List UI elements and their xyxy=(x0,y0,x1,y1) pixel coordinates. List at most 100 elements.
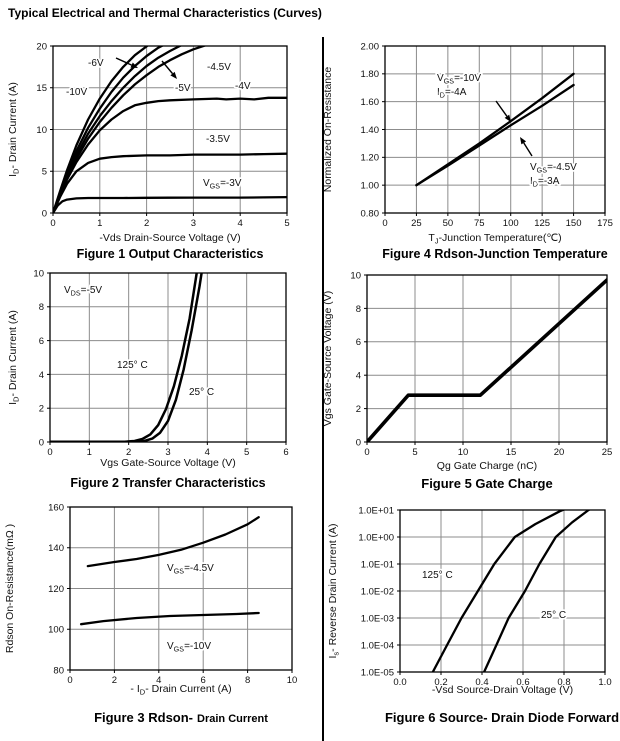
svg-text:0.8: 0.8 xyxy=(557,677,570,688)
svg-text:3: 3 xyxy=(191,218,196,229)
svg-text:10: 10 xyxy=(350,270,361,281)
svg-text:1.0E+01: 1.0E+01 xyxy=(358,505,394,516)
svg-text:4: 4 xyxy=(39,370,44,381)
svg-text:80: 80 xyxy=(53,665,64,676)
figure-2-caption: Figure 2 Transfer Characteristics xyxy=(18,476,318,490)
svg-text:160: 160 xyxy=(48,502,64,513)
figure-2-caption-text: Figure 2 Transfer Characteristics xyxy=(70,476,266,490)
svg-text:ID- Drain Current (A): ID- Drain Current (A) xyxy=(7,82,21,177)
svg-text:0: 0 xyxy=(47,447,52,458)
svg-text:125° C: 125° C xyxy=(422,570,453,581)
figure-3-series xyxy=(79,516,260,626)
svg-text:1.0E-05: 1.0E-05 xyxy=(361,667,394,678)
page-title: Typical Electrical and Thermal Character… xyxy=(8,6,322,20)
figure-5-caption: Figure 5 Gate Charge xyxy=(337,476,620,491)
svg-text:25: 25 xyxy=(602,447,613,458)
svg-text:5: 5 xyxy=(42,167,47,178)
svg-text:-3.5V: -3.5V xyxy=(206,134,230,145)
svg-text:Vgs Gate-Source Voltage (V): Vgs Gate-Source Voltage (V) xyxy=(100,457,235,469)
svg-text:1.0E-02: 1.0E-02 xyxy=(361,586,394,597)
figure-5-chart: 0 5 10 15 20 25 0 2 4 6 8 10 Qg Gate Charge (nC) Vgs … xyxy=(322,270,612,472)
figure-1-caption: Figure 1 Output Characteristics xyxy=(20,247,320,261)
svg-text:75: 75 xyxy=(474,218,485,229)
figure-3-chart: 0 2 4 6 8 10 80 100 120 140 160 - ID- Drain Current… xyxy=(4,502,297,696)
svg-text:1: 1 xyxy=(87,447,92,458)
svg-text:4: 4 xyxy=(356,371,361,382)
figure-6-chart: 0.0 0.2 0.4 0.6 0.8 1.0 1.0E+01 1.0E+00 1.0E-01 1… xyxy=(327,505,612,696)
svg-text:Is- Reverse Drain Current (A): Is- Reverse Drain Current (A) xyxy=(327,523,341,658)
svg-text:10: 10 xyxy=(458,447,469,458)
svg-text:125° C: 125° C xyxy=(117,360,148,371)
svg-text:TJ-Junction Temperature(℃): TJ-Junction Temperature(℃) xyxy=(428,232,561,246)
svg-text:VGS=-10V: VGS=-10V xyxy=(167,641,211,654)
svg-text:20: 20 xyxy=(554,447,565,458)
svg-text:0.4: 0.4 xyxy=(475,677,488,688)
svg-text:10: 10 xyxy=(36,125,47,136)
svg-text:-5V: -5V xyxy=(175,83,191,94)
svg-text:0.6: 0.6 xyxy=(516,677,529,688)
svg-text:VGS=-4.5V: VGS=-4.5V xyxy=(167,563,214,576)
svg-text:ID=-4A: ID=-4A xyxy=(437,87,467,100)
svg-text:2: 2 xyxy=(144,218,149,229)
svg-text:5: 5 xyxy=(284,218,289,229)
figure-5-caption-text: Figure 5 Gate Charge xyxy=(421,476,553,491)
svg-text:Normalized On-Resistance: Normalized On-Resistance xyxy=(322,67,334,193)
svg-text:Rdson On-Resistance(mΩ ): Rdson On-Resistance(mΩ ) xyxy=(4,524,16,653)
figure-4-caption-text: Figure 4 Rdson-Junction Temperature xyxy=(382,247,608,261)
svg-text:25° C: 25° C xyxy=(541,610,566,621)
svg-text:15: 15 xyxy=(506,447,517,458)
svg-text:1.00: 1.00 xyxy=(361,181,380,192)
svg-text:0.80: 0.80 xyxy=(361,208,380,219)
svg-text:-4.5V: -4.5V xyxy=(207,62,231,73)
svg-text:1.60: 1.60 xyxy=(361,97,380,108)
svg-text:25° C: 25° C xyxy=(189,387,214,398)
svg-text:8: 8 xyxy=(245,675,250,686)
svg-text:-4V: -4V xyxy=(235,81,251,92)
svg-text:VDS=-5V: VDS=-5V xyxy=(64,285,102,298)
svg-text:2: 2 xyxy=(39,404,44,415)
svg-text:15: 15 xyxy=(36,83,47,94)
figure-4-caption: Figure 4 Rdson-Junction Temperature xyxy=(345,247,620,261)
svg-text:0.0: 0.0 xyxy=(393,677,406,688)
svg-text:6: 6 xyxy=(283,447,288,458)
svg-text:20: 20 xyxy=(36,41,47,52)
svg-text:2: 2 xyxy=(112,675,117,686)
svg-text:VGS=-10V: VGS=-10V xyxy=(437,73,481,86)
svg-text:150: 150 xyxy=(566,218,582,229)
svg-text:6: 6 xyxy=(201,675,206,686)
figure-6-caption-text: Figure 6 Source- Drain Diode Forward xyxy=(384,710,620,725)
svg-text:2: 2 xyxy=(126,447,131,458)
svg-text:0: 0 xyxy=(356,437,361,448)
svg-text:1.0E-01: 1.0E-01 xyxy=(361,559,394,570)
svg-text:1.0E-04: 1.0E-04 xyxy=(361,640,394,651)
svg-text:4: 4 xyxy=(205,447,210,458)
svg-text:0: 0 xyxy=(42,208,47,219)
figure-1-caption-text: Figure 1 Output Characteristics xyxy=(76,247,264,261)
svg-text:-Vsd Source-Drain Voltage (V): -Vsd Source-Drain Voltage (V) xyxy=(432,684,573,696)
svg-text:6: 6 xyxy=(39,336,44,347)
figure-1-series xyxy=(53,46,287,213)
svg-text:4: 4 xyxy=(156,675,161,686)
svg-text:140: 140 xyxy=(48,543,64,554)
svg-text:-6V: -6V xyxy=(88,58,104,69)
svg-text:25: 25 xyxy=(411,218,422,229)
figure-1-chart: 0 1 2 3 4 5 0 5 10 15 20 -Vds Drain-Source Voltage … xyxy=(7,41,290,244)
svg-text:Vgs Gate-Source Voltage (V): Vgs Gate-Source Voltage (V) xyxy=(322,291,334,426)
svg-text:- ID- Drain Current (A): - ID- Drain Current (A) xyxy=(130,683,231,697)
svg-text:120: 120 xyxy=(48,584,64,595)
svg-text:5: 5 xyxy=(244,447,249,458)
svg-text:50: 50 xyxy=(443,218,454,229)
svg-text:-10V: -10V xyxy=(66,87,87,98)
svg-text:10: 10 xyxy=(33,268,44,279)
svg-text:100: 100 xyxy=(503,218,519,229)
svg-text:-Vds Drain-Source Voltage (V): -Vds Drain-Source Voltage (V) xyxy=(99,232,240,244)
column-divider xyxy=(322,37,324,741)
svg-text:ID=-3A: ID=-3A xyxy=(530,176,560,189)
svg-text:1: 1 xyxy=(97,218,102,229)
svg-text:2.00: 2.00 xyxy=(361,41,380,52)
svg-text:ID- Drain Current (A): ID- Drain Current (A) xyxy=(7,310,21,405)
svg-text:4: 4 xyxy=(238,218,243,229)
svg-text:0: 0 xyxy=(39,437,44,448)
svg-text:1.20: 1.20 xyxy=(361,153,380,164)
figure-4-chart: 0 25 50 75 100 125 150 175 0.80 1.00 1.20 1.40 1.60 1… xyxy=(322,41,613,245)
